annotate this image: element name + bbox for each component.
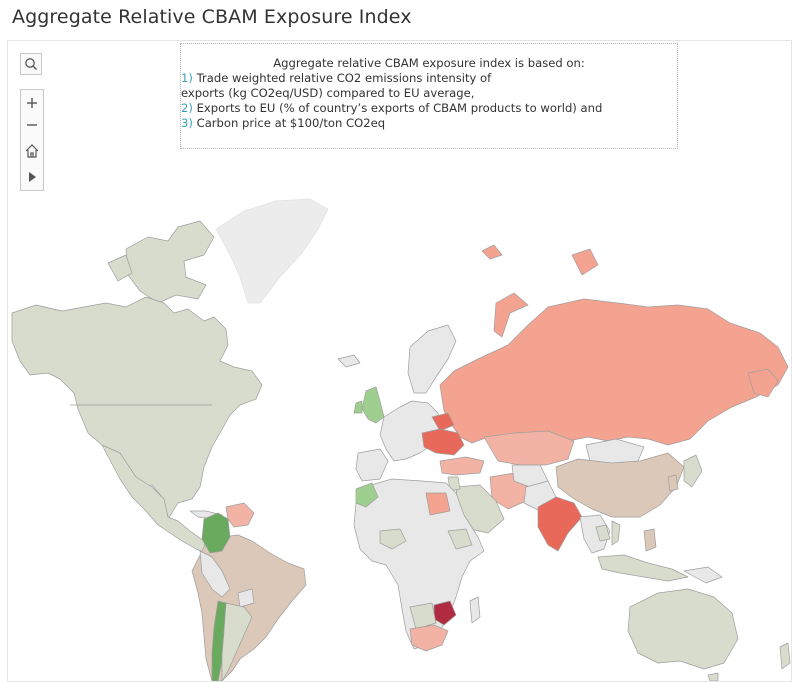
note-item-3: 3) Carbon price at $100/ton CO2eq	[181, 116, 677, 131]
madagascar	[469, 596, 481, 624]
thailand	[595, 524, 611, 542]
iceland	[337, 354, 361, 368]
russia	[439, 298, 789, 446]
note-item-1: 1) Trade weighted relative CO2 emissions…	[181, 71, 677, 86]
note-text: Carbon price at $100/ton CO2eq	[196, 116, 386, 130]
indonesia	[597, 554, 689, 582]
se-asia	[579, 514, 611, 554]
kazakhstan	[483, 430, 575, 466]
turkey	[439, 456, 485, 476]
zoom-in-icon	[27, 98, 37, 108]
zoom-in-button[interactable]	[21, 92, 43, 114]
ukraine	[421, 428, 465, 456]
note-text: Exports to EU (% of country’s exports of…	[196, 101, 603, 115]
greenland	[215, 198, 329, 304]
new-zealand	[779, 642, 791, 670]
tasmania	[707, 672, 719, 681]
vietnam	[611, 520, 621, 546]
ethiopia	[447, 528, 473, 550]
egypt	[425, 492, 451, 516]
philippines	[643, 528, 657, 552]
iberia	[355, 448, 389, 482]
zoom-out-icon	[27, 124, 37, 126]
venezuela	[225, 502, 255, 528]
severnaya	[571, 248, 599, 276]
ireland	[353, 400, 363, 414]
japan	[683, 454, 703, 488]
arctic-islands	[125, 220, 215, 304]
new-guinea	[683, 566, 723, 584]
west-africa	[379, 528, 407, 550]
peru	[199, 550, 231, 598]
world-map[interactable]	[8, 41, 791, 681]
note-number: 3)	[181, 116, 193, 130]
play-icon	[29, 172, 36, 182]
paraguay	[237, 588, 255, 608]
arctic-island-2	[107, 254, 133, 282]
novaya-zemlya	[493, 292, 529, 338]
south-africa	[409, 624, 449, 652]
argentina	[221, 602, 253, 681]
page-title: Aggregate Relative CBAM Exposure Index	[12, 6, 412, 28]
india	[537, 496, 583, 552]
map-search-button[interactable]	[20, 53, 42, 75]
note-number: 2)	[181, 101, 193, 115]
play-button[interactable]	[21, 166, 43, 188]
fj-islands	[481, 244, 503, 260]
uk	[361, 386, 385, 424]
note-number: 1)	[181, 71, 193, 85]
note-item-1-continued: exports (kg CO2eq/USD) compared to EU av…	[181, 86, 475, 100]
korea	[667, 474, 679, 492]
home-button[interactable]	[21, 140, 43, 162]
north-america	[11, 296, 263, 520]
colombia	[201, 512, 231, 554]
note-text: Trade weighted relative CO2 emissions in…	[196, 71, 492, 85]
australia	[627, 588, 739, 670]
note-heading: Aggregate relative CBAM exposure index i…	[273, 56, 585, 70]
belarus	[431, 412, 455, 432]
map-frame[interactable]: Aggregate relative CBAM exposure index i…	[7, 40, 792, 682]
morocco	[355, 482, 379, 508]
kamchatka	[747, 368, 779, 398]
scandinavia	[407, 324, 457, 394]
note-item-2: 2) Exports to EU (% of country’s exports…	[181, 101, 677, 116]
index-description-note: Aggregate relative CBAM exposure index i…	[180, 43, 678, 149]
zoom-out-button[interactable]	[21, 114, 43, 136]
map-zoom-toolbar	[20, 89, 44, 191]
search-icon	[25, 58, 37, 70]
namibia-botswana	[409, 602, 437, 630]
home-icon	[25, 144, 39, 158]
china	[555, 452, 685, 518]
